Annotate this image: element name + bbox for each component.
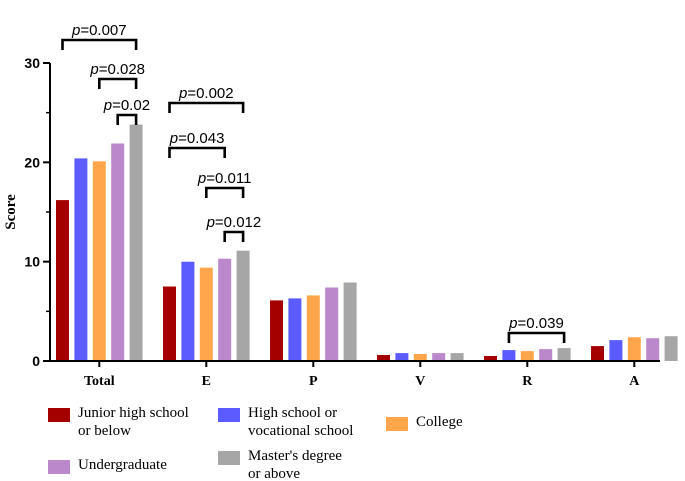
p-value: =0.028	[99, 61, 145, 78]
bar-total-s1	[74, 158, 88, 361]
p-value: =0.007	[80, 22, 126, 39]
significance-bracket	[223, 230, 245, 242]
x-tick-label-p: P	[309, 374, 318, 389]
significance-bracket	[98, 77, 138, 89]
x-tick-label-total: Total	[84, 374, 115, 389]
p-value-label: p=0.02	[103, 97, 150, 114]
x-tick-label-a: A	[629, 374, 640, 389]
bar-p-s3	[325, 287, 339, 361]
p-value: =0.02	[112, 97, 150, 114]
p-value-label: p=0.007	[71, 22, 127, 39]
bar-a-s1	[609, 340, 623, 361]
x-tick-label-r: R	[522, 374, 533, 389]
y-tick-label: 20	[24, 154, 40, 170]
p-symbol: p	[508, 315, 517, 332]
bar-p-s2	[306, 295, 320, 361]
bar-a-s2	[627, 337, 641, 361]
p-symbol: p	[206, 214, 215, 231]
x-tick-label-v: V	[415, 374, 425, 389]
bar-total-s4	[129, 124, 143, 361]
p-value-label: p=0.028	[89, 61, 145, 78]
p-symbol: p	[169, 130, 178, 147]
significance-bracket	[205, 186, 245, 198]
significance-annotations: p=0.007p=0.028p=0.02p=0.002p=0.043p=0.01…	[61, 22, 566, 343]
bar-r-s2	[520, 351, 534, 361]
bars-layer	[56, 124, 678, 361]
significance-bracket	[168, 101, 245, 113]
bar-r-s1	[502, 350, 516, 361]
p-value-label: p=0.011	[197, 170, 252, 187]
bar-e-s3	[218, 258, 232, 361]
p-symbol: p	[197, 170, 206, 187]
bar-e-s2	[199, 267, 213, 361]
axes-layer: 0 10 20 30 Score Total E P V R A	[3, 55, 660, 389]
bar-total-s0	[56, 200, 69, 361]
p-symbol: p	[71, 22, 80, 39]
x-tick-label-e: E	[202, 374, 211, 389]
significance-bracket	[116, 113, 138, 125]
p-value: =0.011	[206, 170, 251, 187]
y-tick-label: 0	[32, 353, 40, 369]
bar-e-s4	[236, 250, 250, 361]
bar-v-s0	[377, 355, 390, 361]
significance-bracket	[61, 38, 138, 50]
bar-a-s4	[664, 336, 678, 361]
p-value: =0.039	[518, 315, 564, 332]
p-value-label: p=0.043	[169, 130, 225, 147]
significance-bracket	[507, 331, 566, 343]
bar-r-s0	[484, 356, 497, 361]
p-value: =0.043	[178, 130, 224, 147]
bar-e-s1	[181, 261, 195, 361]
bar-v-s3	[432, 353, 446, 361]
p-value: =0.012	[215, 214, 261, 231]
bar-total-s2	[92, 161, 106, 361]
bar-p-s4	[343, 282, 357, 361]
bar-a-s3	[646, 338, 660, 361]
significance-bracket	[168, 146, 226, 158]
bar-e-s0	[163, 286, 176, 361]
p-symbol: p	[89, 61, 98, 78]
p-symbol: p	[103, 97, 112, 114]
bar-r-s3	[539, 349, 553, 361]
bar-p-s1	[288, 298, 302, 361]
p-value-label: p=0.012	[206, 214, 262, 231]
bar-v-s4	[450, 353, 464, 361]
y-tick-label: 30	[24, 55, 40, 71]
p-value-label: p=0.039	[508, 315, 564, 332]
bar-v-s2	[413, 354, 427, 361]
bar-v-s1	[395, 353, 409, 361]
bar-total-s3	[111, 143, 125, 361]
y-tick-label: 10	[24, 254, 40, 270]
bar-p-s0	[270, 300, 283, 361]
bar-a-s0	[591, 346, 604, 361]
bar-r-s4	[557, 348, 571, 361]
p-value-label: p=0.002	[178, 85, 234, 102]
y-axis-label: Score	[3, 194, 19, 230]
p-symbol: p	[178, 85, 187, 102]
p-value: =0.002	[187, 85, 233, 102]
